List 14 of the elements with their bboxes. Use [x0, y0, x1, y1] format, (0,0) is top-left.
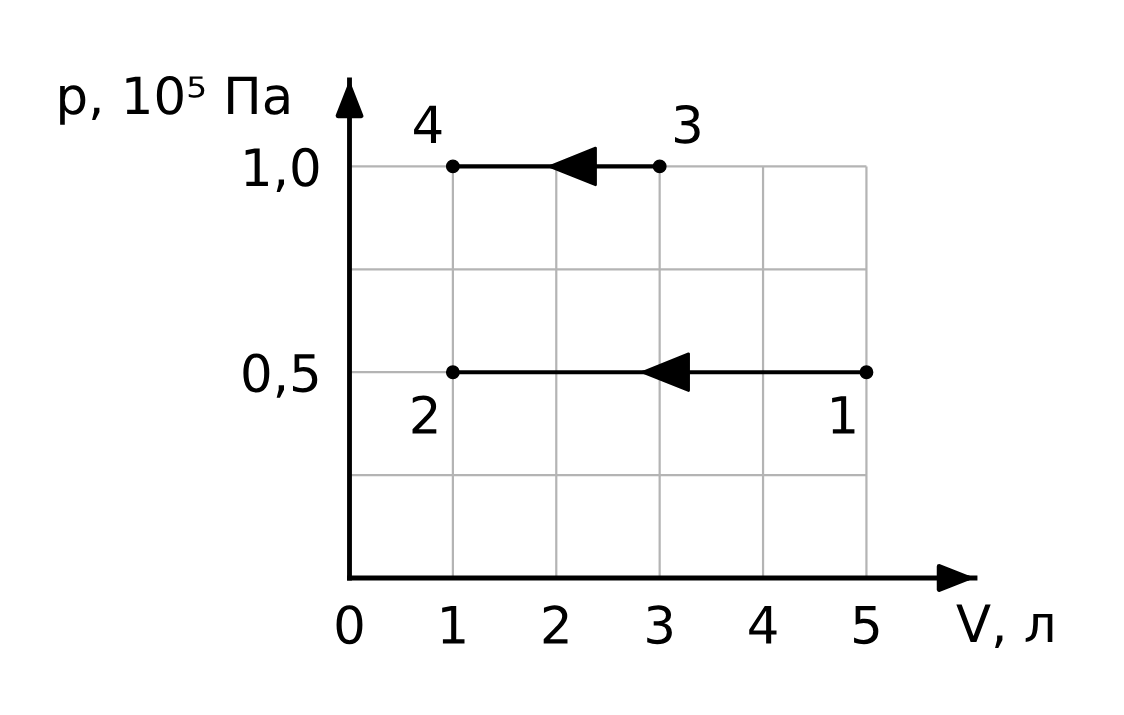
x-tick-label: 2 [543, 605, 568, 644]
x-tick-label: 5 [854, 605, 879, 645]
annotation: 1 [832, 396, 855, 434]
x-tick-label: 4 [749, 605, 777, 644]
y-axis-title: р, 10⁵ Па [60, 75, 289, 125]
x-tick-label: 0 [336, 605, 363, 645]
annotation: 4 [414, 105, 442, 144]
x-axis-title: V, л [956, 604, 1053, 648]
y-tick-label: 1,0 [245, 147, 319, 192]
annotation: 3 [675, 104, 700, 144]
y-tick-label: 0,5 [243, 353, 318, 398]
x-tick-label: 3 [647, 605, 672, 645]
annotation: 2 [412, 395, 437, 434]
x-tick-label: 1 [442, 605, 465, 644]
